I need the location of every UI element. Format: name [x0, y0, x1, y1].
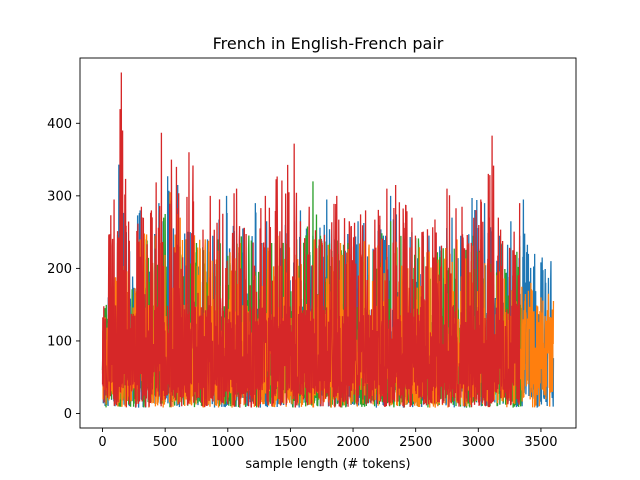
x-tick-label: 500 [153, 435, 178, 450]
x-tick-label: 1500 [274, 435, 307, 450]
y-axis-ticks: 0 100 200 300 400 [47, 117, 80, 422]
x-tick-label: 1000 [211, 435, 244, 450]
x-tick-label: 2500 [399, 435, 432, 450]
x-tick-label: 3000 [462, 435, 495, 450]
x-axis-ticks: 0 500 1000 1500 2000 2500 3000 3500 [98, 428, 557, 450]
y-tick-label: 400 [47, 117, 72, 132]
x-axis-label: sample length (# tokens) [245, 457, 410, 472]
y-tick-label: 0 [64, 407, 72, 422]
plot-frame [79, 57, 577, 429]
y-tick-label: 200 [47, 262, 72, 277]
x-tick-label: 2000 [337, 435, 370, 450]
x-tick-label: 0 [98, 435, 106, 450]
x-tick-label: 3500 [524, 435, 557, 450]
series-layer [101, 72, 555, 408]
y-tick-label: 300 [47, 189, 72, 204]
y-tick-label: 100 [47, 334, 72, 349]
chart-title: French in English-French pair [213, 34, 444, 53]
series-line-3 [101, 72, 521, 408]
